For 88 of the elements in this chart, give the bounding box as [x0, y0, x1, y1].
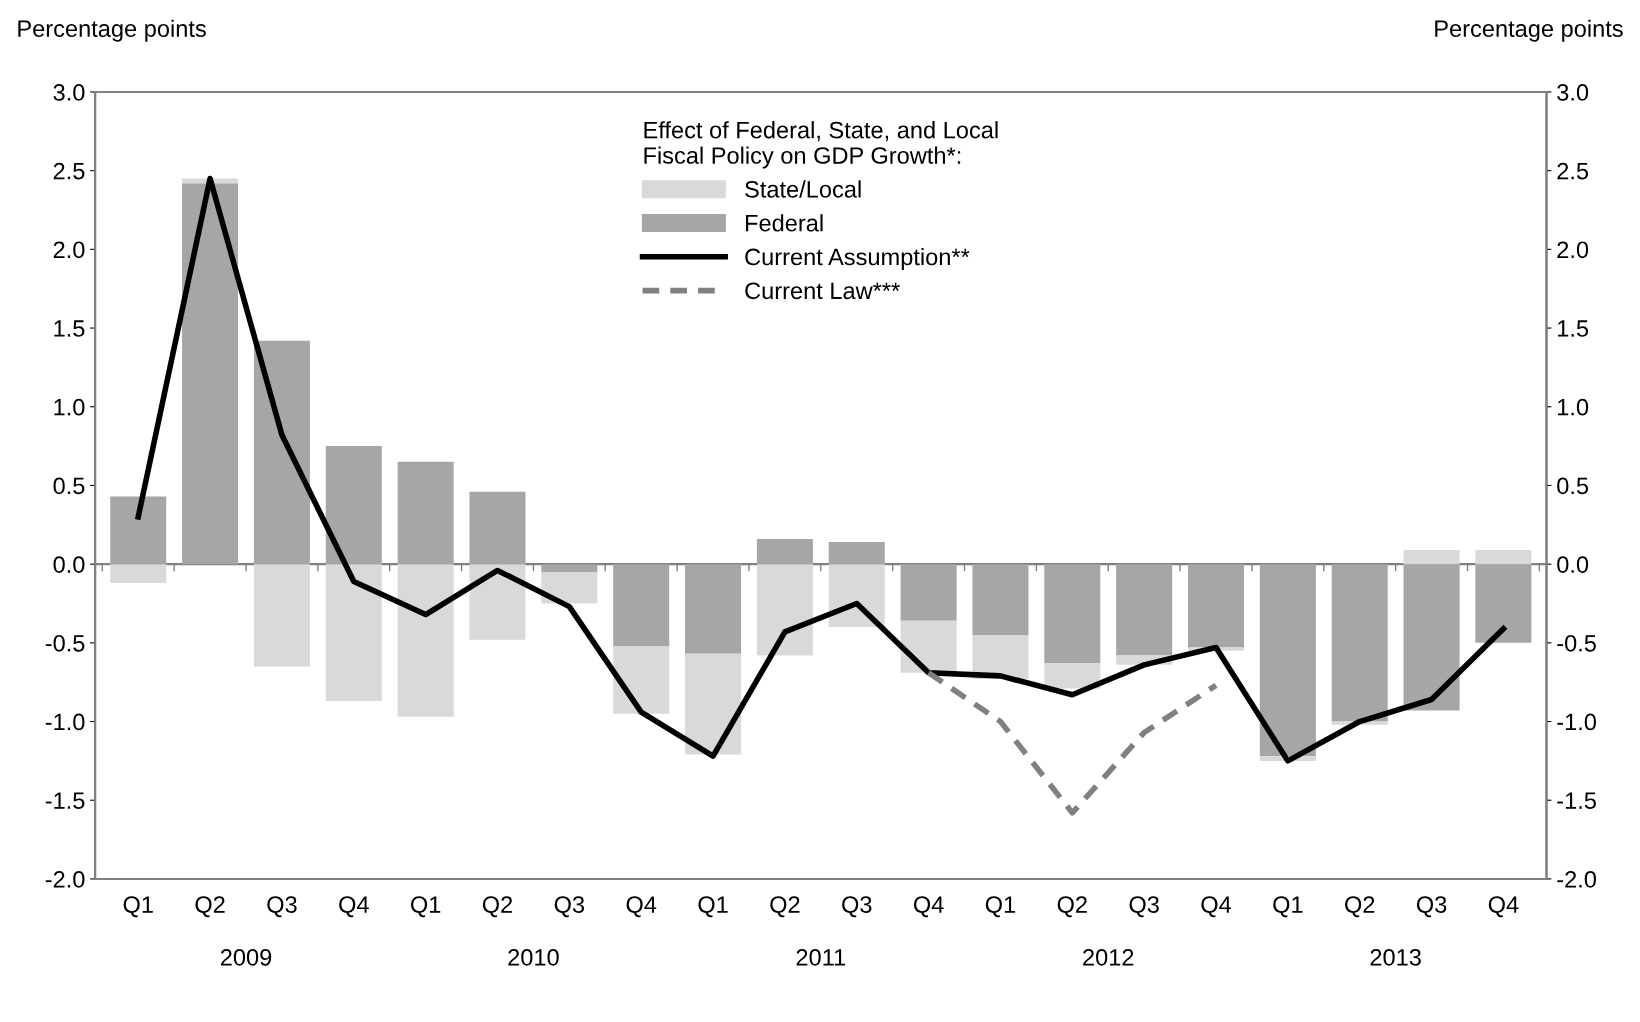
y2-tick-label: -0.5: [1557, 634, 1596, 652]
bar: [756, 564, 813, 656]
y2-tick-label: 1.0: [1558, 398, 1589, 416]
bar: [1187, 564, 1245, 648]
bar: [900, 564, 957, 621]
bar: [182, 183, 239, 565]
y-axis-title: Percentage points: [18, 19, 206, 42]
x-tick-label: Q2: [770, 896, 800, 918]
y-tick-label: 2.5: [53, 162, 85, 180]
x-tick-label: Q1: [1273, 896, 1303, 918]
x-tick-label: Q1: [985, 896, 1016, 918]
y-tick-label: -2.0: [45, 870, 85, 888]
bar: [1403, 564, 1460, 711]
y-tick-label: 2.0: [53, 241, 85, 259]
legend-label: Federal: [746, 214, 823, 232]
text: 2010: [508, 948, 559, 966]
y2-tick-label: -2.0: [1557, 870, 1596, 888]
legend-label: Current Assumption**: [745, 247, 970, 270]
y-tick-label: 1.0: [54, 398, 85, 416]
bar: [685, 564, 742, 654]
y-tick-label: 3.0: [53, 84, 85, 101]
bar: [1403, 549, 1460, 565]
bar: [469, 564, 526, 640]
x-tick-label: Q2: [1057, 896, 1087, 918]
bar: [541, 572, 598, 604]
bar: [1331, 564, 1388, 722]
bar: [110, 496, 167, 565]
x-tick-label: Q1: [411, 896, 441, 918]
y2-tick-label: 0.0: [1557, 556, 1589, 573]
bar: [397, 461, 454, 565]
bar: [900, 620, 957, 673]
x-tick-label: Q3: [1129, 896, 1159, 918]
bar: [685, 653, 742, 755]
y-tick-label: -0.5: [45, 634, 85, 652]
x-tick-label: Q4: [913, 896, 944, 918]
text: 2009: [220, 948, 272, 966]
bar: [325, 564, 382, 702]
legend-label: Current Law***: [745, 282, 900, 300]
y2-tick-label: -1.5: [1557, 792, 1596, 810]
y2-tick-label: 3.0: [1557, 84, 1589, 101]
bar: [613, 564, 670, 646]
x-tick-label: Q4: [626, 896, 657, 918]
bar: [253, 340, 310, 565]
y2-tick-label: 2.5: [1557, 162, 1589, 180]
text: 2011: [796, 948, 846, 966]
y2-axis-title: Percentage points: [1435, 19, 1623, 42]
bar: [1116, 564, 1173, 656]
bar: [972, 564, 1029, 635]
x-tick-label: Q4: [339, 896, 369, 918]
bar: [541, 564, 598, 573]
y-tick-label: 1.5: [54, 320, 85, 337]
text: 2012: [1083, 948, 1134, 966]
x-tick-label: Q4: [1488, 896, 1519, 918]
bar: [756, 538, 813, 565]
y-tick-label: 0.5: [53, 477, 85, 495]
bar: [1475, 549, 1532, 565]
x-tick-label: Q4: [1201, 896, 1232, 918]
x-tick-label: Q2: [195, 896, 225, 918]
bar: [972, 634, 1029, 680]
x-tick-label: Q1: [698, 896, 728, 918]
y-tick-label: 0.0: [53, 556, 85, 573]
y-tick-label: -1.5: [45, 792, 85, 810]
bar: [110, 564, 167, 584]
x-tick-label: Q3: [267, 896, 297, 918]
y2-tick-label: 1.5: [1558, 320, 1589, 337]
bar: [613, 645, 670, 714]
x-tick-label: Q2: [1345, 896, 1375, 918]
bar: [1044, 663, 1101, 689]
y2-tick-label: 0.5: [1557, 477, 1589, 495]
x-tick-label: Q1: [123, 896, 153, 918]
bar: [325, 446, 382, 565]
bar: [397, 564, 454, 717]
y-tick-label: -1.0: [45, 713, 85, 731]
legend-label: State/Local: [745, 180, 861, 198]
x-tick-label: Q2: [482, 896, 513, 918]
bar: [469, 491, 526, 565]
legend-title: Effect of Federal, State, and Local Fiscal Policy on GDP Growth*:: [644, 121, 998, 169]
bar: [1259, 564, 1316, 757]
x-tick-label: Q3: [1416, 896, 1447, 918]
text: 2013: [1370, 948, 1421, 966]
bar: [1044, 564, 1101, 664]
bar: [253, 564, 310, 667]
bar: [1475, 564, 1532, 643]
x-tick-label: Q3: [554, 896, 585, 918]
x-tick-label: Q3: [842, 896, 872, 918]
bar: [828, 542, 885, 565]
y2-tick-label: 2.0: [1557, 241, 1589, 259]
y2-tick-label: -1.0: [1557, 713, 1596, 731]
